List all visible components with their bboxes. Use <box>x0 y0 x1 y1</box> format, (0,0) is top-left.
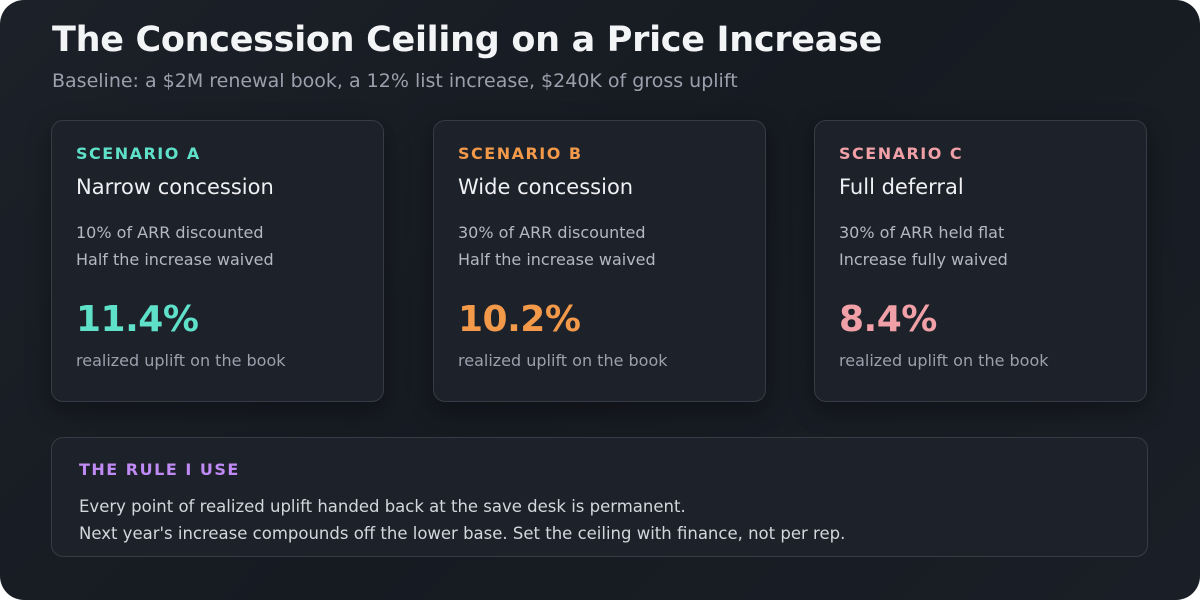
scenario-tag: SCENARIO B <box>458 144 583 163</box>
scenario-caption: realized uplift on the book <box>839 351 1049 370</box>
scenario-heading: Full deferral <box>839 175 964 199</box>
page-subtitle: Baseline: a $2M renewal book, a 12% list… <box>52 70 738 92</box>
scenario-heading: Narrow concession <box>76 175 274 199</box>
rule-text-line-2: Next year's increase compounds off the l… <box>79 524 846 543</box>
scenario-detail-1: 30% of ARR held flat <box>839 223 1005 242</box>
scenario-detail-2: Increase fully waived <box>839 250 1008 269</box>
scenario-card-a: SCENARIO A Narrow concession 10% of ARR … <box>51 120 384 402</box>
scenario-detail-1: 30% of ARR discounted <box>458 223 646 242</box>
scenario-tag: SCENARIO A <box>76 144 201 163</box>
scenario-detail-1: 10% of ARR discounted <box>76 223 264 242</box>
rule-text-line-1: Every point of realized uplift handed ba… <box>79 497 686 516</box>
scenario-card-b: SCENARIO B Wide concession 30% of ARR di… <box>433 120 766 402</box>
scenario-card-c: SCENARIO C Full deferral 30% of ARR held… <box>814 120 1147 402</box>
page-title: The Concession Ceiling on a Price Increa… <box>52 20 883 60</box>
scenario-value: 8.4% <box>839 299 937 340</box>
scenario-heading: Wide concession <box>458 175 634 199</box>
scenario-tag: SCENARIO C <box>839 144 964 163</box>
scenario-detail-2: Half the increase waived <box>458 250 656 269</box>
scenario-value: 10.2% <box>458 299 581 340</box>
rule-tag: THE RULE I USE <box>79 460 240 479</box>
scenario-detail-2: Half the increase waived <box>76 250 274 269</box>
scenario-caption: realized uplift on the book <box>76 351 286 370</box>
scenario-value: 11.4% <box>76 299 199 340</box>
rule-panel: THE RULE I USE Every point of realized u… <box>51 437 1148 557</box>
scenario-caption: realized uplift on the book <box>458 351 668 370</box>
